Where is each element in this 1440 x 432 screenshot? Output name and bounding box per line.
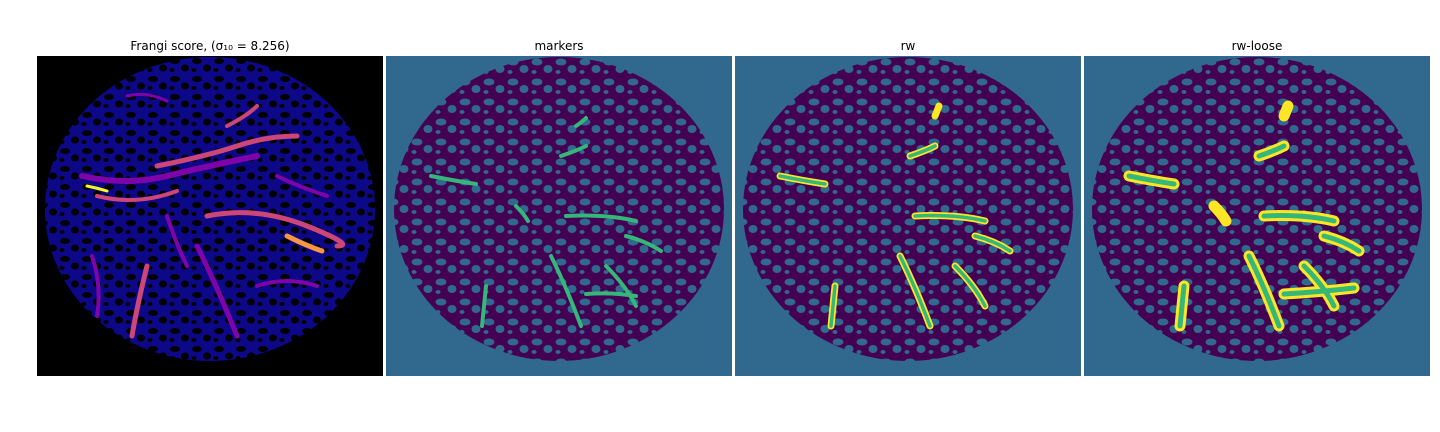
panel-title: rw bbox=[900, 39, 916, 53]
panel-title: Frangi score, (σ₁₀ = 8.256) bbox=[130, 39, 290, 53]
rw-image bbox=[735, 56, 1081, 376]
frangi-panel: Frangi score, (σ₁₀ = 8.256) bbox=[37, 36, 383, 376]
rw-panel: rw bbox=[735, 36, 1081, 376]
rw-loose-panel: rw-loose bbox=[1084, 36, 1430, 376]
markers-image bbox=[386, 56, 732, 376]
frangi-image bbox=[37, 56, 383, 376]
panel-title: markers bbox=[534, 39, 584, 53]
rw-loose-image bbox=[1084, 56, 1430, 376]
panel-title: rw-loose bbox=[1231, 39, 1283, 53]
markers-panel: markers bbox=[386, 36, 732, 376]
